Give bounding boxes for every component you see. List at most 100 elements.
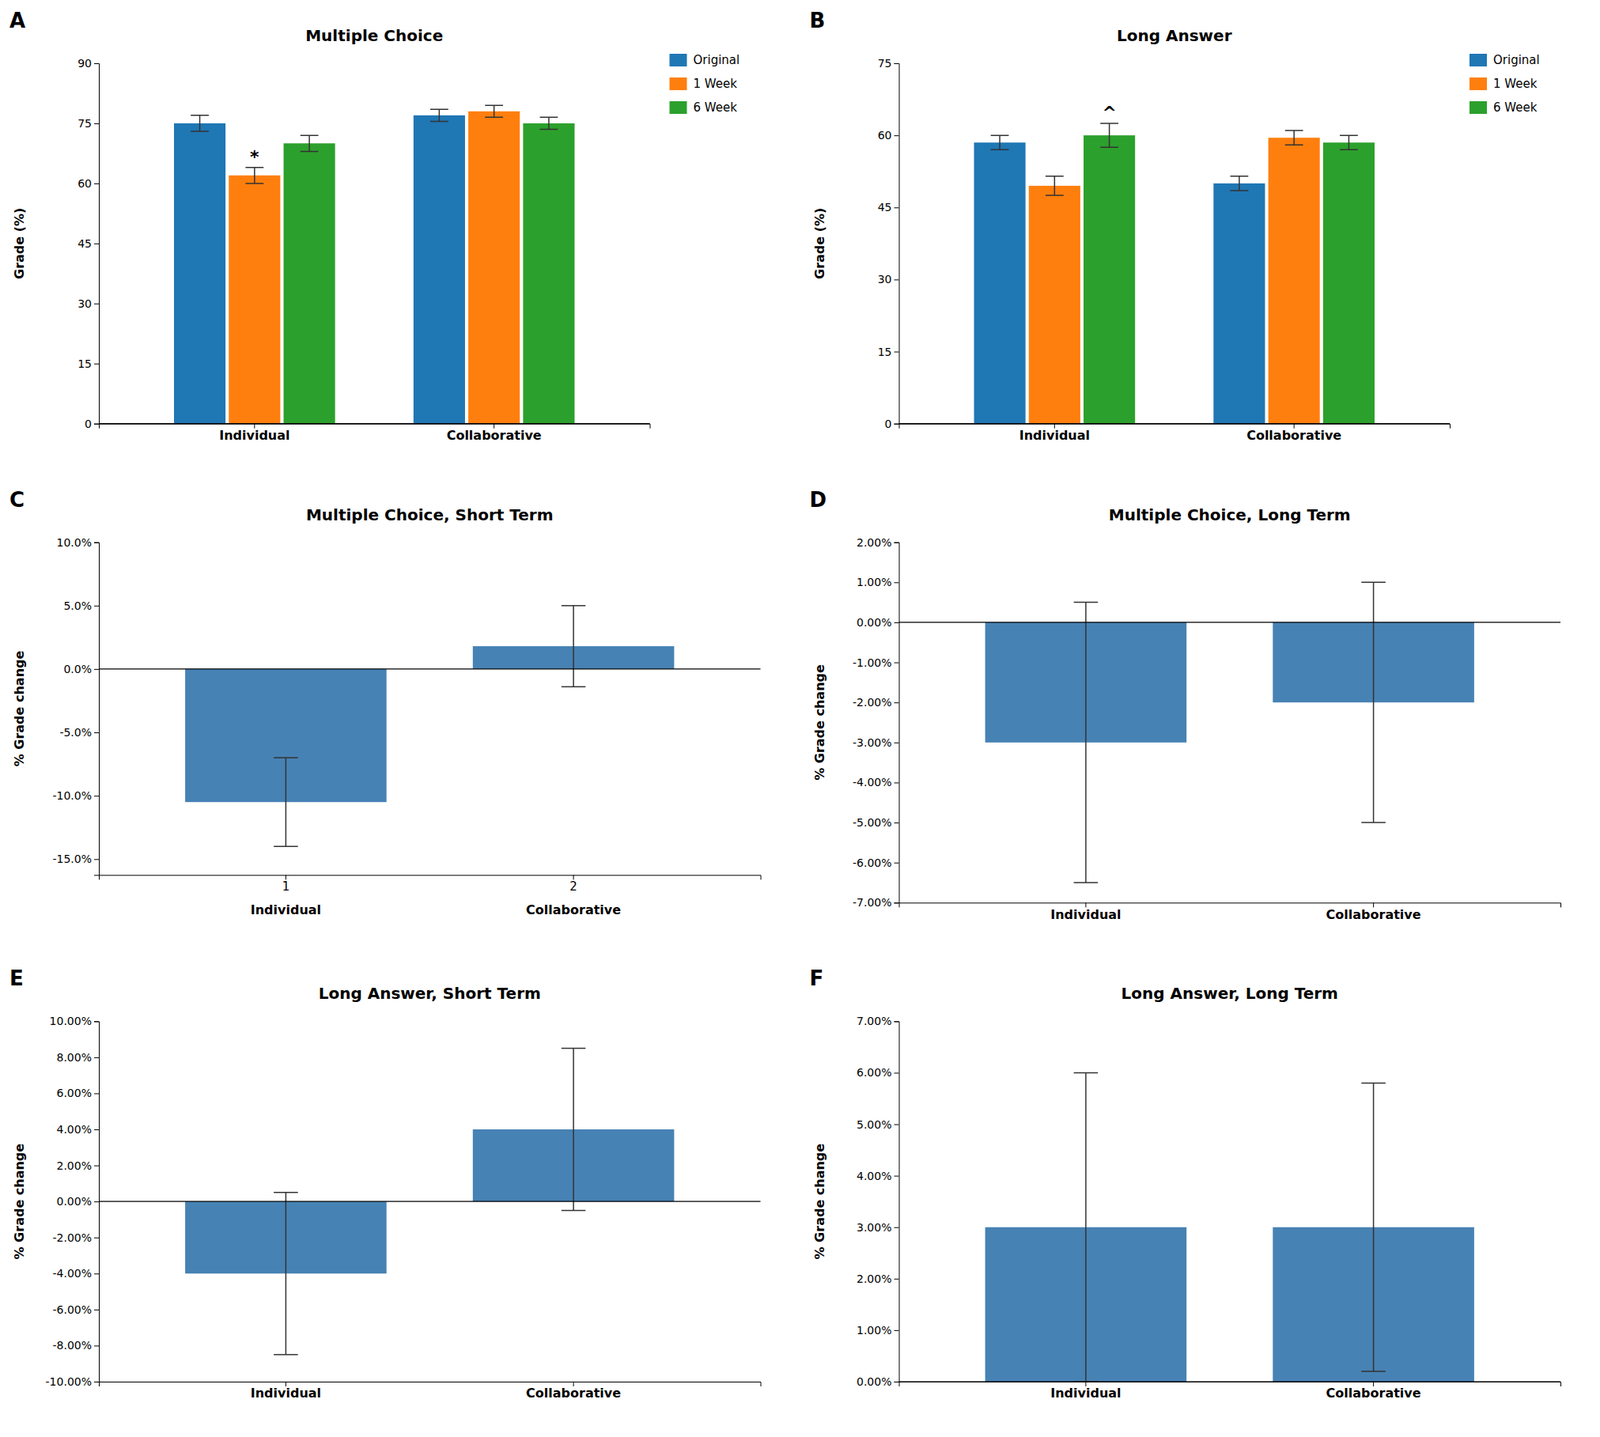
y-tick-label: 6.00% xyxy=(856,1066,892,1079)
y-tick-label: 3.00% xyxy=(856,1221,892,1234)
y-tick-mark xyxy=(894,1072,900,1074)
y-tick-label: 2.00% xyxy=(856,536,892,549)
y-tick-mark xyxy=(894,1176,900,1177)
y-tick-label: -10.0% xyxy=(52,789,92,802)
x-tick-label: Individual xyxy=(1050,1385,1121,1401)
y-tick-mark xyxy=(894,1381,900,1383)
y-tick-mark xyxy=(894,279,900,280)
y-tick-label: 6.00% xyxy=(56,1086,92,1100)
x-axis: IndividualCollaborative xyxy=(99,423,651,443)
y-tick-mark xyxy=(94,1129,99,1131)
y-tick-mark xyxy=(94,1165,99,1167)
y-tick: 0 xyxy=(84,417,99,431)
error-cap xyxy=(1100,147,1119,149)
y-tick: -6.00% xyxy=(852,856,900,870)
error-line xyxy=(548,117,550,129)
plot-area xyxy=(985,1072,1475,1382)
y-tick-label: 0.00% xyxy=(856,1375,892,1389)
y-tick-label: 0.00% xyxy=(56,1195,92,1208)
y-tick-label: 45 xyxy=(877,200,893,214)
y-tick: 0.00% xyxy=(856,616,899,629)
bar xyxy=(413,115,466,424)
y-tick-mark xyxy=(894,702,900,704)
y-tick-mark xyxy=(894,63,900,65)
y-tick: -10.0% xyxy=(52,789,99,802)
legend-label: 1 Week xyxy=(1493,76,1538,91)
zero-line xyxy=(899,621,1562,623)
y-tick-mark xyxy=(94,1057,99,1059)
error-bar xyxy=(245,167,264,184)
error-cap xyxy=(1074,601,1099,604)
y-tick-mark xyxy=(94,858,99,860)
panel-label: E xyxy=(9,966,24,991)
annotation: ^ xyxy=(1101,102,1116,123)
y-tick: 0.00% xyxy=(56,1195,99,1208)
y-tick: 10.0% xyxy=(56,536,99,549)
y-tick-mark xyxy=(94,732,99,734)
error-line xyxy=(1085,602,1087,883)
error-cap xyxy=(430,121,449,123)
x-tick: Individual xyxy=(1050,902,1121,922)
x-tick: Individual xyxy=(1019,423,1090,443)
error-cap xyxy=(430,108,449,110)
y-tick-label: 5.0% xyxy=(63,599,92,613)
error-bar xyxy=(991,135,1010,150)
y-tick: 90 xyxy=(77,56,99,70)
error-cap xyxy=(1339,149,1358,152)
y-tick: -2.00% xyxy=(852,695,900,709)
y-tick: -1.00% xyxy=(852,656,900,670)
plot-area xyxy=(985,582,1475,883)
error-bar xyxy=(561,605,587,688)
panel-label: D xyxy=(809,487,828,512)
legend-swatch xyxy=(1469,53,1487,67)
y-axis: 0153045607590 xyxy=(77,56,99,431)
y-tick-mark xyxy=(94,1021,99,1022)
y-tick-label: 8.00% xyxy=(56,1051,92,1064)
x-tick: Collaborative xyxy=(1326,1381,1422,1401)
bar xyxy=(522,123,575,424)
legend-label: 6 Week xyxy=(693,100,738,115)
error-cap xyxy=(1045,194,1064,197)
x-tick: Individual xyxy=(1050,1381,1121,1401)
error-cap xyxy=(540,117,559,119)
x-tick-label: Individual xyxy=(250,1385,322,1401)
y-tick-mark xyxy=(94,1345,99,1347)
y-tick-label: -6.00% xyxy=(52,1303,92,1317)
error-bar xyxy=(273,757,299,847)
y-tick: 75 xyxy=(77,117,99,130)
x-tick-label: Collaborative xyxy=(525,1385,621,1401)
y-tick: 2.00% xyxy=(856,1272,899,1286)
y-axis-line xyxy=(94,64,100,425)
error-cap xyxy=(540,128,559,131)
error-line xyxy=(1293,130,1295,145)
bar xyxy=(1323,142,1375,424)
x-tick: Individual xyxy=(219,423,290,443)
y-tick-mark xyxy=(94,1309,99,1311)
annotation: * xyxy=(249,147,260,167)
y-tick-label: 0 xyxy=(885,417,893,431)
y-tick: 30 xyxy=(77,297,99,311)
panel-label: B xyxy=(809,8,826,33)
error-line xyxy=(1238,176,1241,191)
y-tick: 0.00% xyxy=(856,1375,899,1389)
x-tick: 1 xyxy=(282,874,291,894)
y-tick-mark xyxy=(894,582,900,583)
x-axis: 12 xyxy=(99,874,762,894)
error-line xyxy=(1373,582,1375,823)
legend-item: Original xyxy=(669,52,741,68)
error-cap xyxy=(561,686,587,689)
error-cap xyxy=(273,756,299,759)
error-line xyxy=(493,105,496,118)
legend-label: 1 Week xyxy=(693,76,738,91)
legend-swatch xyxy=(669,53,688,67)
plot-area xyxy=(974,123,1375,424)
y-tick: 5.0% xyxy=(63,599,99,613)
y-tick: 45 xyxy=(77,237,99,250)
y-tick-label: 30 xyxy=(77,297,92,311)
y-tick: 30 xyxy=(877,272,900,286)
y-tick-mark xyxy=(94,1381,99,1383)
error-bar xyxy=(430,109,449,122)
panel: -15.0%-10.0%-5.0%0.0%5.0%10.0%12Individu… xyxy=(9,487,761,919)
y-tick-label: -4.00% xyxy=(852,775,893,789)
error-cap xyxy=(1285,144,1304,147)
